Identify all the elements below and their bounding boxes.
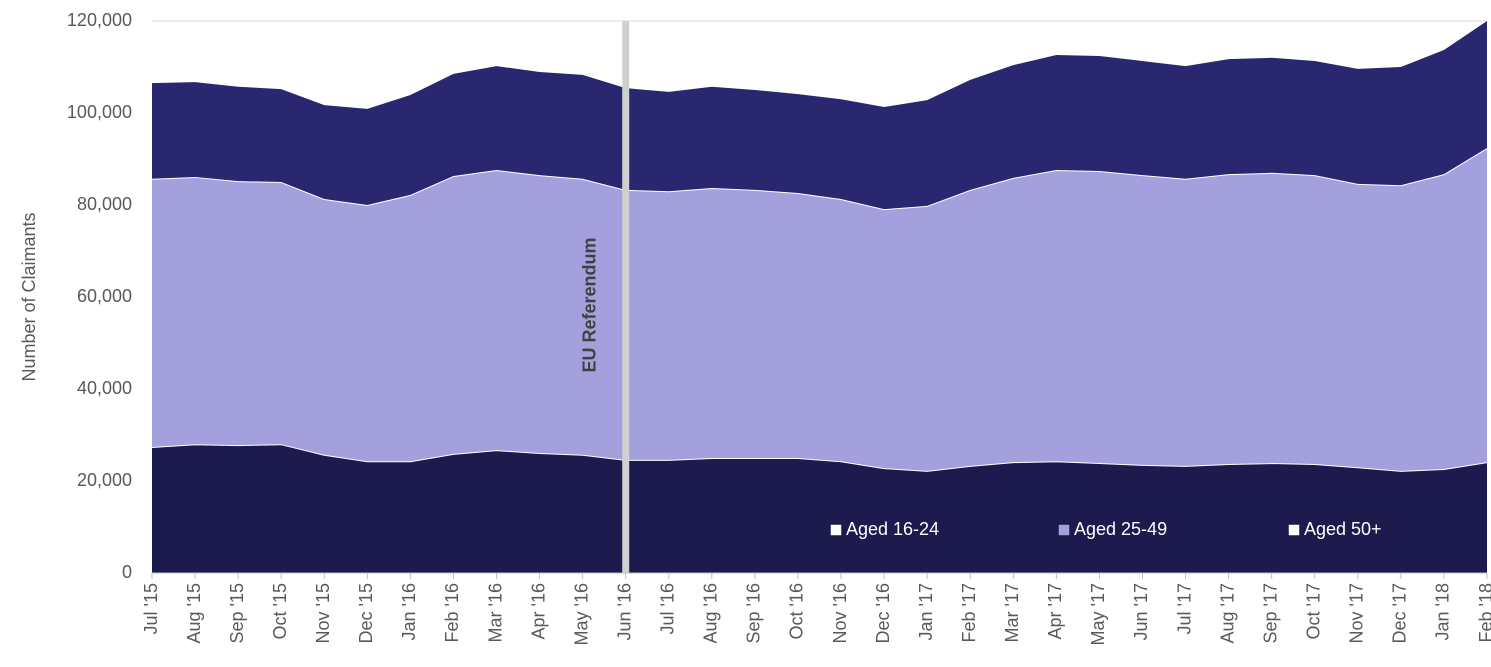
x-tick-label: Nov '17 bbox=[1347, 583, 1367, 643]
x-tick-label: Nov '15 bbox=[313, 583, 333, 643]
x-tick-label: Sep '16 bbox=[744, 583, 764, 644]
annotation-text: EU Referendum bbox=[579, 237, 599, 372]
legend-marker bbox=[1287, 523, 1301, 537]
x-tick-label: Feb '17 bbox=[959, 583, 979, 642]
y-tick-label: 20,000 bbox=[77, 470, 132, 490]
x-tick-label: Jan '17 bbox=[916, 583, 936, 640]
x-tick-label: Nov '16 bbox=[830, 583, 850, 643]
x-tick-label: Oct '16 bbox=[787, 583, 807, 639]
x-tick-label: Aug '16 bbox=[701, 583, 721, 644]
x-tick-label: Oct '15 bbox=[270, 583, 290, 639]
y-tick-label: 80,000 bbox=[77, 194, 132, 214]
x-tick-label: Sep '17 bbox=[1260, 583, 1280, 644]
y-tick-label: 40,000 bbox=[77, 378, 132, 398]
x-tick-label: May '17 bbox=[1088, 583, 1108, 645]
area bbox=[152, 444, 1487, 573]
x-tick-label: Sep '15 bbox=[227, 583, 247, 644]
y-axis-label: Number of Claimants bbox=[19, 212, 39, 381]
x-tick-label: Aug '17 bbox=[1217, 583, 1237, 644]
x-tick-label: Dec '15 bbox=[356, 583, 376, 643]
x-tick-label: Mar '17 bbox=[1002, 583, 1022, 642]
legend-label: Aged 16-24 bbox=[846, 519, 939, 539]
x-tick-label: May '16 bbox=[571, 583, 591, 645]
x-tick-label: Jan '16 bbox=[399, 583, 419, 640]
x-tick-label: Jul '17 bbox=[1174, 583, 1194, 634]
x-tick-label: Dec '16 bbox=[873, 583, 893, 643]
legend-label: Aged 50+ bbox=[1304, 519, 1382, 539]
x-tick-label: Oct '17 bbox=[1303, 583, 1323, 639]
x-tick-label: Jul '15 bbox=[141, 583, 161, 634]
legend-marker bbox=[829, 523, 843, 537]
x-tick-label: Feb '16 bbox=[442, 583, 462, 642]
x-tick-label: Apr '16 bbox=[528, 583, 548, 639]
x-tick-label: Mar '16 bbox=[485, 583, 505, 642]
legend-marker bbox=[1057, 523, 1071, 537]
x-tick-label: Jun '17 bbox=[1131, 583, 1151, 640]
x-tick-label: Jul '16 bbox=[658, 583, 678, 634]
y-tick-label: 100,000 bbox=[67, 102, 132, 122]
x-tick-label: Dec '17 bbox=[1390, 583, 1410, 643]
x-tick-label: Jun '16 bbox=[614, 583, 634, 640]
x-tick-label: Apr '17 bbox=[1045, 583, 1065, 639]
area bbox=[152, 21, 1487, 210]
legend-label: Aged 25-49 bbox=[1074, 519, 1167, 539]
x-tick-label: Aug '15 bbox=[184, 583, 204, 644]
area bbox=[152, 147, 1487, 471]
y-tick-label: 120,000 bbox=[67, 10, 132, 30]
y-tick-label: 0 bbox=[122, 562, 132, 582]
x-tick-label: Jan '18 bbox=[1433, 583, 1453, 640]
y-tick-label: 60,000 bbox=[77, 286, 132, 306]
x-tick-label: Feb '18 bbox=[1476, 583, 1491, 642]
